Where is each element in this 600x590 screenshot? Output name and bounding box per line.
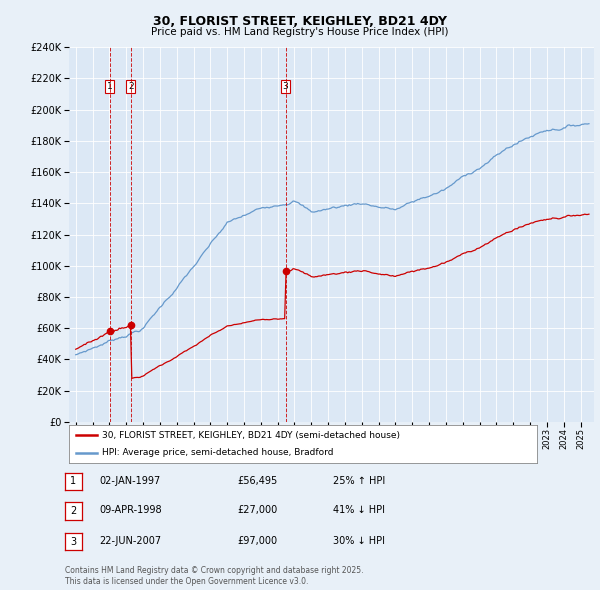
Text: £56,495: £56,495 [237,476,277,486]
Text: 1: 1 [107,82,112,91]
Text: Contains HM Land Registry data © Crown copyright and database right 2025.
This d: Contains HM Land Registry data © Crown c… [65,566,364,586]
Text: 2: 2 [70,506,76,516]
Text: 41% ↓ HPI: 41% ↓ HPI [333,506,385,515]
Text: 3: 3 [283,82,289,91]
Text: 22-JUN-2007: 22-JUN-2007 [99,536,161,546]
Text: HPI: Average price, semi-detached house, Bradford: HPI: Average price, semi-detached house,… [102,448,333,457]
Text: 2: 2 [128,82,134,91]
Text: 30, FLORIST STREET, KEIGHLEY, BD21 4DY: 30, FLORIST STREET, KEIGHLEY, BD21 4DY [153,15,447,28]
Text: £27,000: £27,000 [237,506,277,515]
Text: 09-APR-1998: 09-APR-1998 [99,506,161,515]
Text: 30% ↓ HPI: 30% ↓ HPI [333,536,385,546]
Text: Price paid vs. HM Land Registry's House Price Index (HPI): Price paid vs. HM Land Registry's House … [151,27,449,37]
Text: 1: 1 [70,477,76,486]
Text: 25% ↑ HPI: 25% ↑ HPI [333,476,385,486]
Text: £97,000: £97,000 [237,536,277,546]
Text: 30, FLORIST STREET, KEIGHLEY, BD21 4DY (semi-detached house): 30, FLORIST STREET, KEIGHLEY, BD21 4DY (… [102,431,400,440]
Text: 02-JAN-1997: 02-JAN-1997 [99,476,160,486]
Text: 3: 3 [70,537,76,546]
